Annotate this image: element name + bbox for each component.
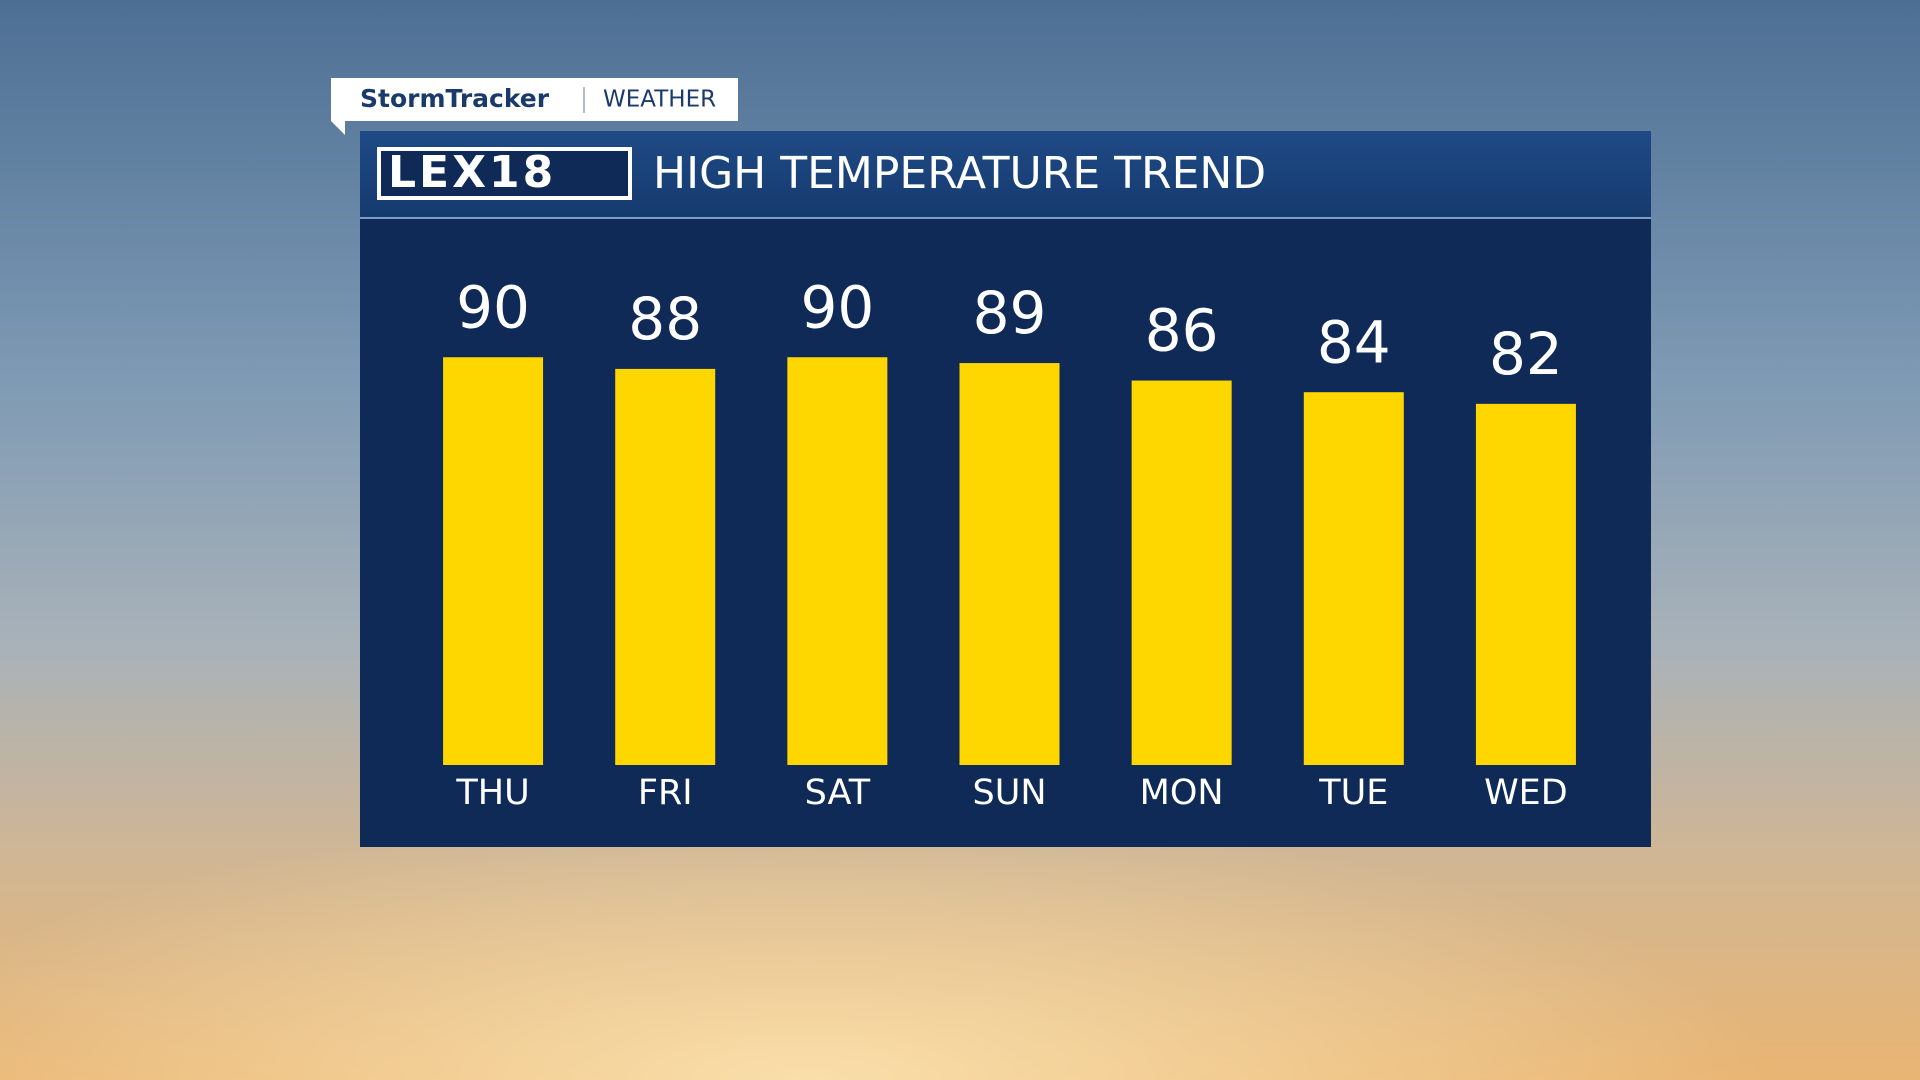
brand-tab-tail [331, 121, 345, 135]
x-tick-label: TUE [1318, 773, 1388, 813]
bar [615, 368, 716, 765]
chart-title: HIGH TEMPERATURE TREND [653, 148, 1266, 199]
x-tick-label: SAT [805, 773, 871, 813]
brand-tab [331, 78, 738, 121]
value-label: 90 [800, 273, 874, 341]
x-tick-label: WED [1484, 773, 1568, 813]
logo-inner [381, 151, 628, 196]
bar [1475, 403, 1576, 765]
x-tick-label: THU [455, 773, 529, 813]
value-label: 82 [1489, 320, 1563, 388]
value-label: 86 [1145, 297, 1219, 365]
value-label: 89 [973, 279, 1047, 347]
bar [1303, 392, 1404, 765]
bar [787, 357, 888, 765]
x-tick-label: SUN [972, 773, 1046, 813]
bar [1131, 380, 1232, 765]
brand-name: StormTracker [360, 84, 550, 113]
value-label: 88 [628, 285, 702, 353]
bar [959, 363, 1060, 765]
x-tick-label: MON [1140, 773, 1224, 813]
x-tick-label: FRI [638, 773, 693, 813]
section-name: WEATHER [603, 87, 716, 113]
value-label: 84 [1317, 308, 1391, 376]
value-label: 90 [456, 273, 530, 341]
bar [443, 357, 544, 765]
logo: LEX18 [388, 147, 556, 198]
